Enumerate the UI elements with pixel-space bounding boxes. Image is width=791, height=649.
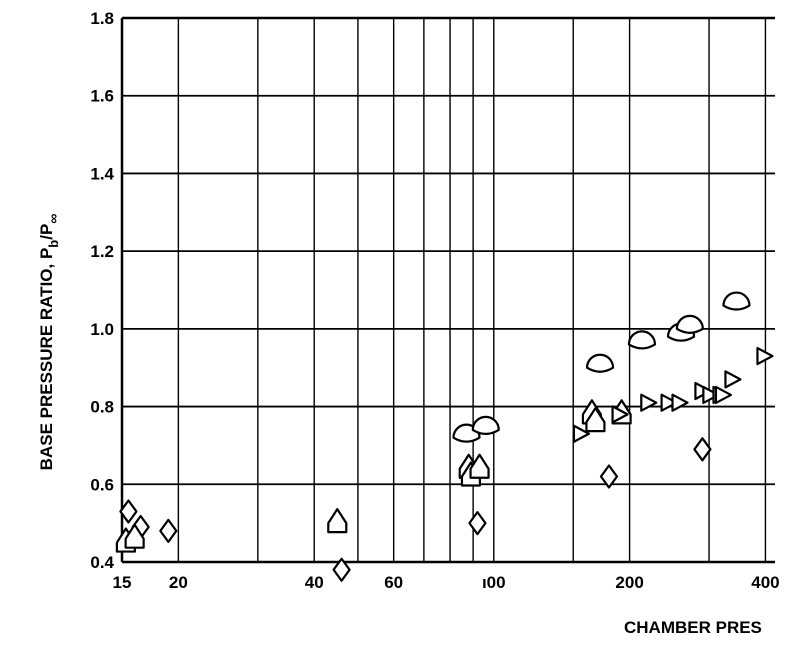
axes: [120, 16, 775, 564]
half-circle-marker: [471, 415, 500, 435]
right-triangle-marker: [714, 385, 733, 405]
flag-triangle-marker: [327, 508, 348, 534]
right-triangle-marker: [640, 393, 658, 412]
diamond-marker: [599, 464, 619, 489]
half-circle-marker: [675, 314, 704, 334]
right-triangle-marker: [671, 393, 689, 412]
x-tick-label: 400: [751, 573, 779, 592]
y-tick-label: 1.0: [90, 320, 114, 339]
right-triangle-marker: [611, 405, 629, 424]
diamond-marker: [693, 437, 712, 462]
diamond-marker: [332, 557, 351, 582]
right-triangle-marker: [702, 385, 720, 405]
flag-triangle-marker: [124, 523, 145, 549]
half-circle-marker: [585, 353, 615, 373]
x-axis-title: CHAMBER PRES: [624, 618, 762, 637]
tick-labels: 0.4 0.6 0.8 1.0 1.2 1.4 1.6 1.8 15 20 40 60 ı00 200 40…: [90, 9, 779, 592]
y-tick-label: 1.2: [90, 242, 114, 261]
x-tick-label: 20: [169, 573, 188, 592]
x-tick-label: 60: [384, 573, 403, 592]
y-tick-label: 1.8: [90, 9, 114, 28]
y-tick-label: 1.4: [90, 164, 114, 183]
half-circle-marker: [722, 291, 751, 311]
diamond-marker: [159, 518, 178, 544]
right-triangle-marker: [756, 346, 774, 366]
flag-triangle-marker: [469, 453, 490, 479]
x-tick-label: 200: [615, 573, 643, 592]
diamond-marker: [468, 511, 487, 536]
grid: [121, 17, 775, 563]
right-triangle-marker: [660, 393, 678, 412]
flag-triangle-marker: [585, 407, 606, 433]
x-tick-label: 40: [305, 573, 324, 592]
x-tick-label: 15: [113, 573, 132, 592]
right-triangle-marker: [572, 424, 591, 443]
y-tick-label: 0.8: [90, 398, 114, 417]
y-axis-title: BASE PRESSURE RATIO, Pb/P∞: [37, 214, 61, 471]
half-circle-marker: [627, 330, 657, 350]
y-tick-label: 0.6: [90, 475, 114, 494]
diamond-marker: [119, 499, 138, 524]
x-tick-label: ı00: [482, 573, 506, 592]
data-points: [115, 291, 774, 582]
y-tick-label: 0.4: [90, 553, 114, 572]
y-tick-label: 1.6: [90, 87, 114, 106]
right-triangle-marker: [724, 370, 742, 389]
